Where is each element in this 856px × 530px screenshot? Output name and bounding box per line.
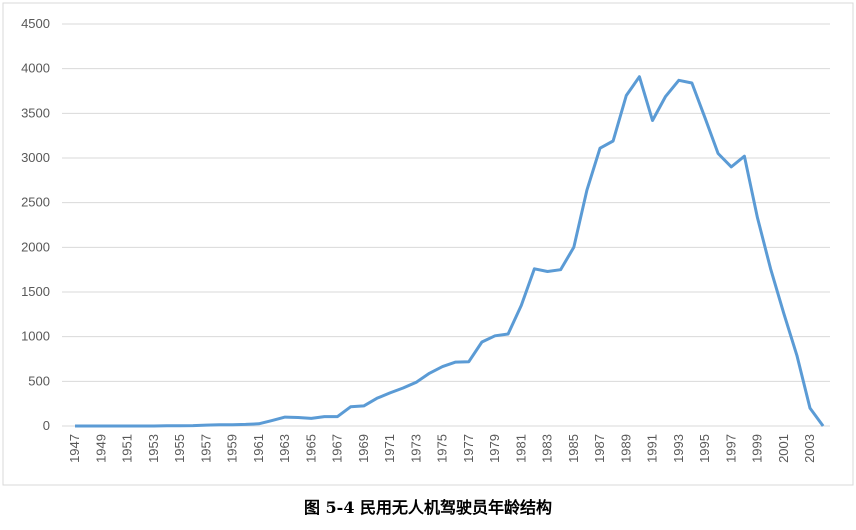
x-tick-label: 1997 bbox=[723, 434, 738, 463]
y-tick-label: 4000 bbox=[21, 61, 50, 76]
y-tick-label: 500 bbox=[28, 373, 50, 388]
y-tick-label: 3000 bbox=[21, 150, 50, 165]
x-tick-label: 1981 bbox=[513, 434, 528, 463]
x-tick-label: 1991 bbox=[645, 434, 660, 463]
x-tick-label: 1961 bbox=[251, 434, 266, 463]
chart-frame bbox=[2, 2, 854, 486]
x-tick-label: 1965 bbox=[303, 434, 318, 463]
x-tick-label: 1995 bbox=[697, 434, 712, 463]
y-tick-label: 1000 bbox=[21, 329, 50, 344]
x-tick-label: 1963 bbox=[277, 434, 292, 463]
y-tick-label: 3500 bbox=[21, 105, 50, 120]
x-tick-label: 1993 bbox=[671, 434, 686, 463]
x-tick-label: 1985 bbox=[566, 434, 581, 463]
chart: 0 500 1000 1500 2000 2500 3000 3500 4000 4500 1947… bbox=[2, 2, 854, 486]
x-tick-label: 1953 bbox=[146, 434, 161, 463]
x-tick-label: 1977 bbox=[461, 434, 476, 463]
page: {"chart_data": {"type": "line", "caption… bbox=[2, 2, 854, 517]
x-tick-label: 1949 bbox=[93, 434, 108, 463]
x-tick-label: 1959 bbox=[225, 434, 240, 463]
y-tick-label: 1500 bbox=[21, 284, 50, 299]
y-tick-label: 2000 bbox=[21, 239, 50, 254]
y-tick-label: 2500 bbox=[21, 195, 50, 210]
x-tick-label: 1947 bbox=[67, 434, 82, 463]
x-tick-label: 1971 bbox=[382, 434, 397, 463]
x-tick-label: 1983 bbox=[540, 434, 555, 463]
x-tick-label: 1989 bbox=[618, 434, 633, 463]
x-tick-label: 1999 bbox=[750, 434, 765, 463]
x-tick-label: 2001 bbox=[776, 434, 791, 463]
caption: 图 5-4 民用无人机驾驶员年龄结构 bbox=[303, 498, 553, 517]
x-tick-label: 1975 bbox=[435, 434, 450, 463]
x-tick-label: 1957 bbox=[198, 434, 213, 463]
data-line bbox=[75, 75, 825, 428]
y-tick-label: 0 bbox=[43, 418, 50, 433]
x-tick-label: 1979 bbox=[487, 434, 502, 463]
x-tick-label: 1973 bbox=[408, 434, 423, 463]
x-tick-label: 1969 bbox=[356, 434, 371, 463]
x-tick-label: 1955 bbox=[172, 434, 187, 463]
y-tick-label: 4500 bbox=[21, 16, 50, 31]
x-tick-label: 1987 bbox=[592, 434, 607, 463]
x-tick-label: 2003 bbox=[802, 434, 817, 463]
x-tick-label: 1951 bbox=[120, 434, 135, 463]
x-tick-label: 1967 bbox=[330, 434, 345, 463]
